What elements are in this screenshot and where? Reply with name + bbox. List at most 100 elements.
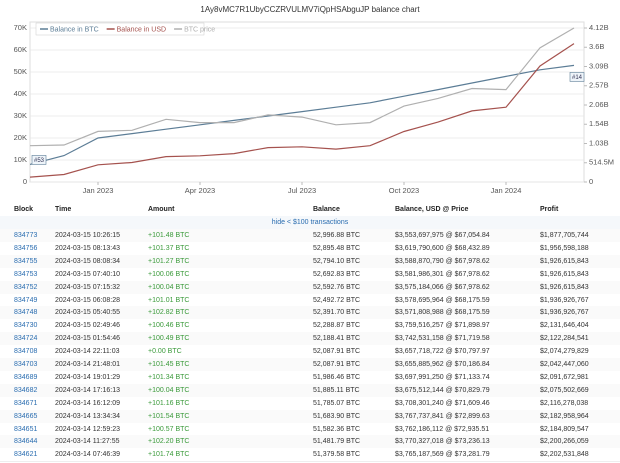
table-cell: $3,655,885,962 @ $70,186.84 [395,361,490,368]
y2-tick-label: 3.6B [589,42,604,51]
table-cell: 2024-03-15 08:13:43 [55,244,120,252]
table-cell: 52,794.10 BTC [313,257,361,265]
table-cell: +101.01 BTC [148,296,190,304]
x-tick-label: Apr 2023 [185,186,215,195]
table-cell: $2,202,531,848 [540,451,589,459]
table-cell: 52,492.72 BTC [313,296,361,304]
table-row: 834756 2024-03-15 08:13:43 +101.37 BTC 52,8… [0,241,620,256]
y2-tick-label: 1.03B [589,138,609,147]
chart: 1Ay8vMC7R1UbyCCZRVULMV7iQpHSAbguJP balan… [14,5,614,195]
block-link[interactable]: 834689 [14,373,38,381]
table-cell: 2024-03-15 06:08:28 [55,296,120,304]
x-tick-label: Jan 2023 [83,186,114,195]
y2-tick-label: 1.54B [589,119,609,128]
table-cell: $2,131,646,404 [540,322,589,330]
table-cell: $2,122,284,541 [540,335,589,343]
y-tick-label: 40K [14,89,27,98]
annotation: #14 [572,75,583,81]
series-line [29,64,575,165]
table-cell: 2024-03-15 07:40:10 [55,270,120,278]
table-cell: 51,683.90 BTC [313,412,361,420]
table-cell: 2024-03-15 07:15:32 [55,283,120,291]
table-cell: $3,742,531,158 @ $71,719.58 [395,335,490,343]
table-cell: $3,767,737,841 @ $72,899.63 [395,412,490,420]
block-link[interactable]: 834756 [14,244,38,252]
table-cell: $2,184,809,547 [540,425,589,433]
block-link[interactable]: 834671 [14,399,38,407]
block-link[interactable]: 834682 [14,386,38,394]
chart-title: 1Ay8vMC7R1UbyCCZRVULMV7iQpHSAbguJP balan… [200,5,420,14]
y-tick-label: 50K [14,67,27,76]
table-row: 834752 2024-03-15 07:15:32 +100.04 BTC 52,5… [0,280,620,295]
table-cell: +100.06 BTC [148,270,190,278]
block-link[interactable]: 834621 [14,451,38,459]
block-link[interactable]: 834773 [14,232,38,239]
block-link[interactable]: 834708 [14,348,38,356]
table-cell: 51,582.36 BTC [313,425,361,433]
table-cell: $3,675,512,144 @ $70,829.79 [395,386,490,394]
table-cell: 2024-03-14 22:11:03 [55,348,120,356]
block-link[interactable]: 834752 [14,283,38,291]
table-cell: $3,581,986,301 @ $67,978.62 [395,270,490,278]
y-tick-label: 70K [14,23,27,32]
table-row: 834708 2024-03-14 22:11:03 +0.00 BTC 52,087… [0,345,620,360]
table-cell: 52,288.87 BTC [313,322,361,330]
table-cell: 2024-03-15 02:49:46 [55,322,120,330]
table-cell: 2024-03-15 08:08:34 [55,257,120,265]
table-cell: $2,200,266,059 [540,438,589,446]
legend-box [35,22,205,36]
table-row: 834724 2024-03-15 01:54:46 +100.49 BTC 52,1… [0,332,620,347]
table-cell: $3,553,697,975 @ $67,054.84 [395,232,490,239]
table-row: 834748 2024-03-15 05:40:55 +102.82 BTC 52,3… [0,306,620,321]
table-cell: 52,087.91 BTC [313,348,361,356]
filter-link[interactable]: hide < $100 transactions [271,219,349,226]
table-cell: 51,986.46 BTC [313,373,361,381]
column-header: Block [14,206,34,213]
plot-frame [29,21,585,183]
block-link[interactable]: 834730 [14,322,38,330]
block-link[interactable]: 834755 [14,257,38,265]
block-link[interactable]: 834651 [14,425,38,433]
column-header: Time [55,206,72,213]
block-link[interactable]: 834665 [14,412,38,420]
table-cell: $1,926,615,843 [540,283,589,291]
block-link[interactable]: 834748 [14,309,38,317]
y2-tick-label: 2.06B [589,100,609,109]
table-row: 834651 2024-03-14 12:59:23 +100.57 BTC 51,5… [0,422,620,437]
x-tick-label: Oct 2023 [389,186,419,195]
table-row: 834703 2024-03-14 21:48:01 +101.45 BTC 52,0… [0,358,620,372]
y2-tick-label: 4.12B [589,23,609,32]
table-cell: 2024-03-14 19:01:29 [55,373,120,381]
block-link[interactable]: 834753 [14,270,38,278]
table-row: 834749 2024-03-15 06:08:28 +101.01 BTC 52,4… [0,293,620,308]
block-link[interactable]: 834644 [14,438,38,446]
table-row: 834682 2024-03-14 17:16:13 +100.04 BTC 51,8… [0,383,620,398]
y2-tick-label: 2.57B [589,81,609,90]
table-cell: $3,657,718,722 @ $70,797.97 [395,348,490,356]
legend-label: Balance in USD [117,26,166,33]
table-row: 834644 2024-03-14 11:27:55 +102.20 BTC 51,4… [0,435,620,450]
table-cell: 2024-03-14 12:59:23 [55,425,120,433]
table-cell: $3,619,790,600 @ $68,432.89 [395,244,490,252]
table-cell: +102.82 BTC [148,309,190,317]
column-header: Balance [313,206,340,213]
annotation-box [569,72,585,82]
table-cell: $3,578,695,964 @ $68,175.59 [395,296,490,304]
y2-tick-label: 3.09B [589,61,609,70]
block-link[interactable]: 834724 [14,335,38,343]
block-link[interactable]: 834703 [14,361,38,368]
table-cell: 2024-03-14 17:16:13 [55,386,120,394]
table-cell: $3,571,808,988 @ $68,175.59 [395,309,490,317]
table-cell: 52,592.76 BTC [313,283,361,291]
table-row: 834753 2024-03-15 07:40:10 +100.06 BTC 52,6… [0,267,620,282]
table-cell: $3,588,870,790 @ $67,978.62 [395,257,490,265]
table-cell: $1,936,926,767 [540,309,589,317]
annotation: #53 [34,158,45,164]
table-row: 834755 2024-03-15 08:08:34 +101.27 BTC 52,7… [0,254,620,269]
block-link[interactable]: 834749 [14,296,38,304]
table-cell: +101.48 BTC [148,232,190,239]
table-cell: 2024-03-14 11:27:55 [55,438,120,446]
table-cell: 51,885.11 BTC [313,386,360,394]
table-cell: 52,895.48 BTC [313,244,361,252]
legend-label: BTC price [184,26,215,33]
